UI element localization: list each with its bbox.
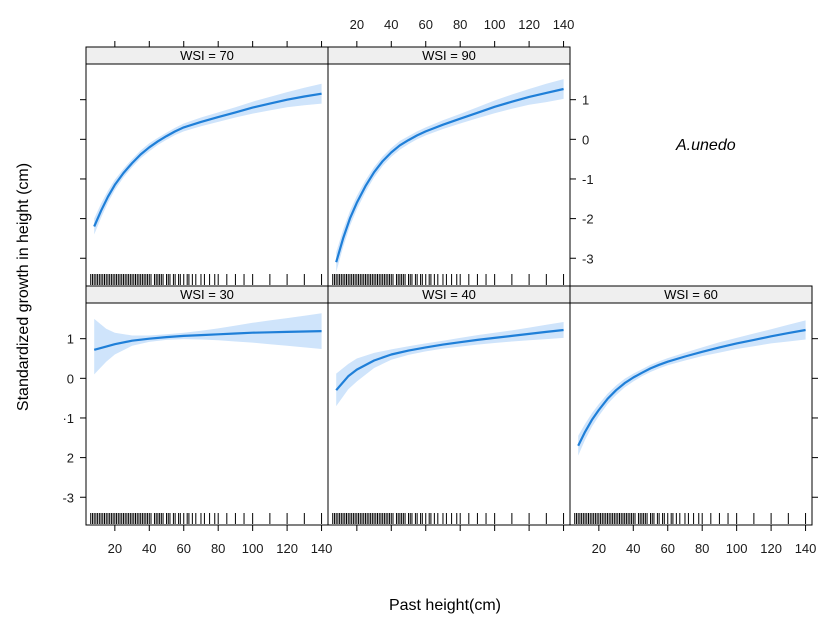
panel-strip: [327, 46, 571, 65]
y-tick-label: -3: [62, 490, 74, 505]
panel-strip-label: WSI = 40: [422, 287, 476, 302]
x-tick-label: 140: [311, 541, 333, 556]
y-tick-label: ·1: [62, 411, 74, 426]
panel-strip-label: WSI = 60: [664, 287, 718, 302]
fit-line: [93, 330, 322, 351]
x-tick-label: 20: [108, 541, 122, 556]
panel-wsi60: WSI = 60: [569, 285, 813, 526]
species-annotation: A.unedo: [675, 137, 736, 154]
y-tick-label: 1: [67, 332, 74, 347]
x-tick-label: 100: [242, 541, 264, 556]
x-tick-label: 100: [484, 17, 506, 32]
x-tick-label: 20: [592, 541, 606, 556]
panel-wsi70: WSI = 70: [85, 46, 329, 287]
x-tick-label: 120: [760, 541, 782, 556]
x-tick-label: 40: [384, 17, 398, 32]
x-tick-label: 140: [795, 541, 817, 556]
y-tick-label: 0: [582, 132, 589, 147]
x-tick-label: 40: [142, 541, 156, 556]
fit-line: [335, 328, 564, 391]
x-tick-label: 120: [276, 541, 298, 556]
rug: [332, 513, 565, 524]
panel-strip-label: WSI = 90: [422, 48, 476, 63]
y-tick-label: -2: [582, 212, 594, 227]
panel-strip: [569, 285, 813, 304]
y-tick-label: 0: [67, 371, 74, 386]
x-tick-label: 80: [695, 541, 709, 556]
panel-strip-label: WSI = 70: [180, 48, 234, 63]
fit-line: [93, 92, 322, 227]
rug: [90, 274, 323, 285]
panel-wsi30: WSI = 30: [85, 285, 329, 526]
confidence-band: [336, 322, 564, 407]
y-tick-label: 1: [582, 93, 589, 108]
rug: [574, 513, 807, 524]
y-tick-label: 2: [67, 451, 74, 466]
x-tick-label: 120: [518, 17, 540, 32]
confidence-band: [94, 83, 322, 235]
y-tick-label: -3: [582, 251, 594, 266]
fit-line: [335, 87, 564, 263]
fit-line: [577, 328, 806, 447]
panels-layer: WSI = 70 WSI = 90 WSI = 30 WSI = 40 WSI = 60: [85, 46, 813, 526]
y-tick-label: -1: [582, 172, 594, 187]
y-axis-title: Standardized growth in height (cm): [15, 163, 32, 411]
rug: [332, 274, 565, 285]
x-tick-label: 80: [211, 541, 225, 556]
x-tick-label: 60: [419, 17, 433, 32]
panel-wsi40: WSI = 40: [327, 285, 571, 526]
x-axis-title: Past height(cm): [389, 597, 501, 614]
x-tick-label: 60: [661, 541, 675, 556]
x-tick-label: 60: [177, 541, 191, 556]
x-tick-label: 20: [350, 17, 364, 32]
confidence-band: [336, 79, 564, 273]
x-tick-label: 80: [453, 17, 467, 32]
rug: [90, 513, 323, 524]
panel-wsi90: WSI = 90: [327, 46, 571, 287]
confidence-band: [94, 313, 322, 375]
x-tick-label: 100: [726, 541, 748, 556]
panel-strip-label: WSI = 30: [180, 287, 234, 302]
x-tick-label: 140: [553, 17, 575, 32]
x-tick-label: 40: [626, 541, 640, 556]
